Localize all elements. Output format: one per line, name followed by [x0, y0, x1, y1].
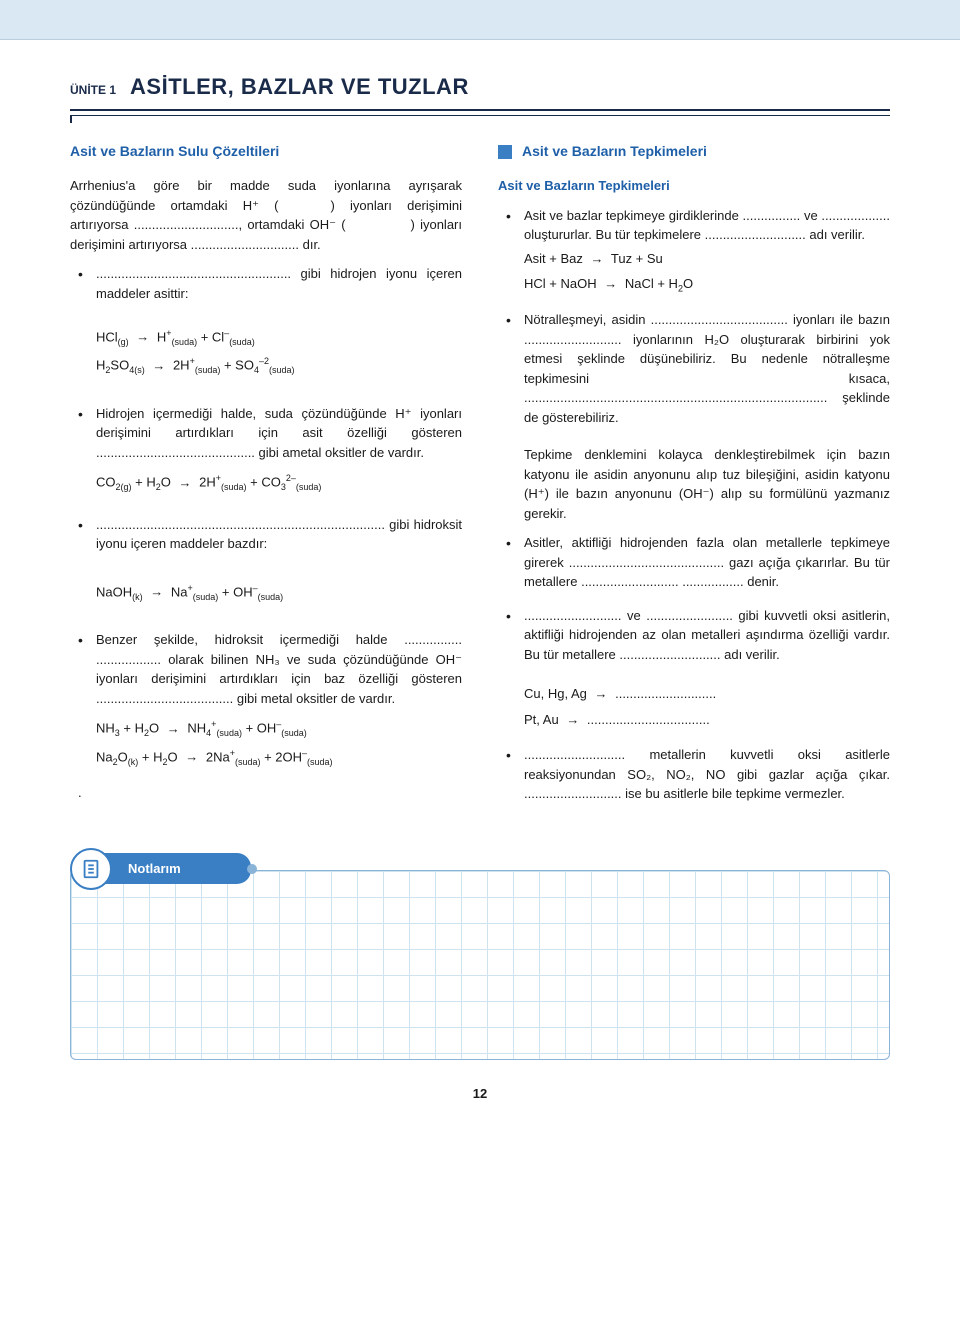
two-column-layout: Asit ve Bazların Sulu Çözeltileri Arrhen… — [70, 141, 890, 818]
notes-icon — [70, 848, 112, 890]
equation-h2so4: H2SO4(s) → 2H+(suda) + SO4–2(suda) — [96, 355, 462, 377]
right-column: Asit ve Bazların Tepkimeleri Asit ve Baz… — [498, 141, 890, 818]
unit-header: ÜNİTE 1 ASİTLER, BAZLAR VE TUZLAR — [70, 70, 890, 111]
left-b3-text: ........................................… — [96, 517, 462, 552]
left-bullet-2: Hidrojen içermediği halde, suda çözündüğ… — [70, 404, 462, 495]
equation-hcl: HCl(g) → H+(suda) + Cl–(suda) — [96, 327, 462, 349]
right-b3-text: Asitler, aktifliği hidrojenden fazla ola… — [524, 535, 890, 589]
equation-na2o: Na2O(k) + H2O → 2Na+(suda) + 2OH–(suda) — [96, 747, 462, 769]
square-icon — [498, 145, 512, 159]
right-b5-text: ............................ metallerin … — [524, 747, 890, 801]
left-heading: Asit ve Bazların Sulu Çözeltileri — [70, 141, 462, 162]
page-number: 12 — [70, 1084, 890, 1104]
notes-section: Notlarım — [70, 848, 890, 1060]
left-intro: Arrhenius'a göre bir madde suda iyonları… — [70, 176, 462, 254]
right-heading: Asit ve Bazların Tepkimeleri — [498, 141, 890, 162]
left-column: Asit ve Bazların Sulu Çözeltileri Arrhen… — [70, 141, 462, 818]
equation-pt-au: Pt, Au → ...............................… — [524, 710, 890, 730]
right-bullet-4: ........................... ve .........… — [498, 606, 890, 730]
left-b1-text: ........................................… — [96, 266, 462, 301]
unit-title: ASİTLER, BAZLAR VE TUZLAR — [130, 70, 469, 103]
header-tickmark — [70, 115, 890, 123]
equation-acid-base: Asit + Baz → Tuz + Su — [524, 249, 890, 269]
right-bullet-5: ............................ metallerin … — [498, 745, 890, 804]
right-bullet-1: Asit ve bazlar tepkimeye girdiklerinde .… — [498, 206, 890, 297]
notes-tab: Notlarım — [70, 848, 890, 890]
page-content: ÜNİTE 1 ASİTLER, BAZLAR VE TUZLAR Asit v… — [0, 70, 960, 1123]
left-bullet-3: ........................................… — [70, 515, 462, 604]
equation-nh3: NH3 + H2O → NH4+(suda) + OH–(suda) — [96, 718, 462, 740]
right-bullet-2: Nötralleşmeyi, asidin ..................… — [498, 310, 890, 427]
right-bullet-3: Asitler, aktifliği hidrojenden fazla ola… — [498, 533, 890, 592]
equation-cu-hg-ag: Cu, Hg, Ag → ...........................… — [524, 684, 890, 704]
unit-label: ÜNİTE 1 — [70, 81, 116, 99]
equation-co2: CO2(g) + H2O → 2H+(suda) + CO32–(suda) — [96, 472, 462, 494]
right-para-1: Tepkime denklemini kolayca denkleştirebi… — [498, 445, 890, 523]
notes-grid[interactable] — [70, 870, 890, 1060]
notes-label: Notlarım — [100, 853, 251, 885]
right-b4-text: ........................... ve .........… — [524, 608, 890, 662]
left-b2-text: Hidrojen içermediği halde, suda çözündüğ… — [96, 406, 462, 460]
top-bar — [0, 0, 960, 40]
trailing-dot: . — [70, 783, 462, 803]
right-subheading: Asit ve Bazların Tepkimeleri — [498, 176, 890, 196]
equation-naoh: NaOH(k) → Na+(suda) + OH–(suda) — [96, 582, 462, 604]
left-bullet-4: Benzer şekilde, hidroksit içermediği hal… — [70, 630, 462, 769]
left-b4-text: Benzer şekilde, hidroksit içermediği hal… — [96, 632, 462, 706]
right-heading-text: Asit ve Bazların Tepkimeleri — [522, 141, 707, 162]
equation-hcl-naoh: HCl + NaOH → NaCl + H2O — [524, 274, 890, 296]
right-b1-text: Asit ve bazlar tepkimeye girdiklerinde .… — [524, 208, 890, 243]
left-bullet-1: ........................................… — [70, 264, 462, 378]
right-b2-text: Nötralleşmeyi, asidin ..................… — [524, 312, 890, 425]
